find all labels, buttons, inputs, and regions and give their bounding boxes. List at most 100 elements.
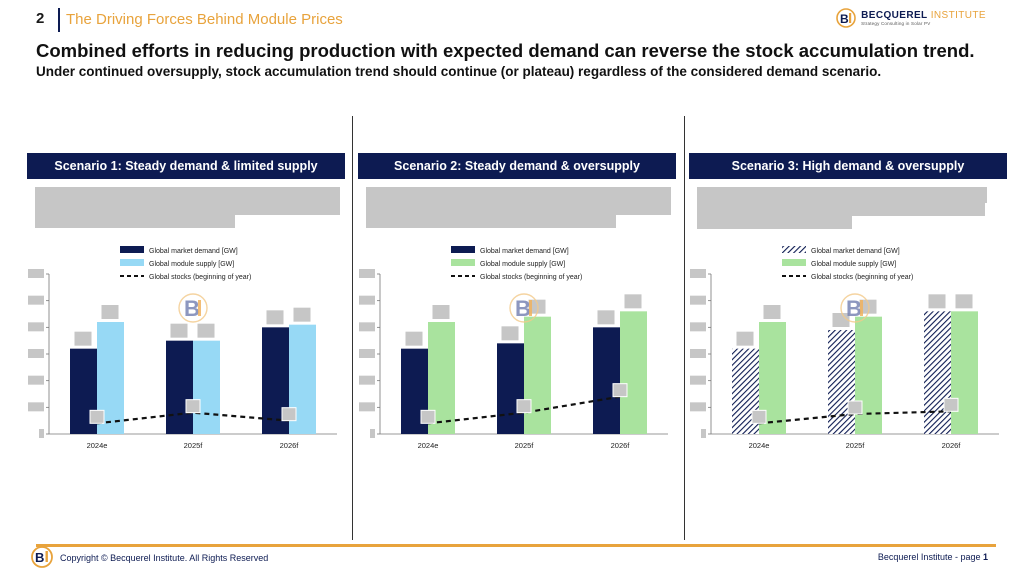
redacted-point-label: [89, 409, 105, 424]
redacted-y-tick-label: [690, 349, 706, 358]
redacted-y-tick-label: [701, 429, 706, 438]
svg-text:B: B: [840, 12, 849, 26]
bar-supply: [951, 311, 978, 434]
redacted-point-label: [420, 409, 436, 424]
legend-swatch-1: [782, 246, 806, 253]
redacted-bar-label: [170, 323, 188, 338]
bar-demand: [828, 330, 855, 434]
redacted-y-tick-label: [28, 402, 44, 412]
legend-swatch-1: [120, 246, 144, 253]
scenario-panel-2: Scenario 2: Steady demand & oversupply G…: [358, 150, 676, 450]
redacted-bar-label: [432, 305, 450, 319]
x-tick-label: 2025f: [846, 441, 866, 450]
page-number: Becquerel Institute - page 1: [877, 552, 988, 562]
logo-wordmark: BECQUEREL INSTITUTE: [861, 10, 986, 21]
redacted-text-block: [697, 200, 985, 216]
redacted-point-label: [847, 400, 863, 415]
redacted-text-block: [697, 213, 852, 229]
redacted-bar-label: [266, 310, 284, 325]
logo-tagline: Strategy Consulting in Solar PV: [861, 21, 931, 26]
redacted-y-tick-label: [690, 402, 706, 412]
legend-swatch-2: [451, 259, 475, 266]
redacted-point-label: [185, 399, 201, 414]
bar-demand: [166, 340, 193, 434]
section-title: The Driving Forces Behind Module Prices: [66, 11, 343, 28]
scenario-chart-3: Global market demand [GW] Global module s…: [690, 246, 999, 450]
scenario-panel-1: Scenario 1: Steady demand & limited supp…: [27, 150, 345, 450]
redacted-y-tick-label: [690, 375, 706, 385]
redacted-bar-label: [928, 294, 946, 309]
redacted-y-tick-label: [28, 295, 44, 305]
watermark-ring: [178, 293, 208, 323]
redacted-y-tick-label: [28, 269, 44, 278]
watermark-logo-icon: B: [184, 296, 200, 321]
legend-label-3: Global stocks (beginning of year): [811, 274, 913, 281]
x-tick-label: 2024e: [87, 441, 108, 450]
redacted-y-tick-label: [359, 349, 375, 358]
legend-label-3: Global stocks (beginning of year): [149, 274, 251, 281]
scenario-chart-1: Global market demand [GW] Global module s…: [28, 246, 337, 450]
watermark-ring: [509, 293, 539, 323]
redacted-bar-label: [763, 305, 781, 319]
legend-label-2: Global module supply [GW]: [811, 261, 896, 268]
watermark-bar: [860, 300, 863, 316]
watermark-bar: [529, 300, 532, 316]
redacted-bar-label: [501, 326, 519, 341]
scenario-header-2: Scenario 2: Steady demand & oversupply: [358, 153, 676, 179]
redacted-y-tick-label: [359, 375, 375, 385]
x-tick-label: 2025f: [515, 441, 535, 450]
legend-swatch-2: [120, 259, 144, 266]
redacted-bar-label: [736, 331, 754, 346]
slide-number: 2: [36, 10, 45, 27]
legend-label-1: Global market demand [GW]: [149, 248, 238, 255]
redacted-point-label: [612, 383, 628, 398]
watermark-bar: [198, 300, 201, 316]
footer-logo-icon: B: [31, 546, 53, 568]
redacted-y-tick-label: [39, 429, 44, 438]
redacted-y-tick-label: [690, 295, 706, 305]
scenario-header-3: Scenario 3: High demand & oversupply: [689, 153, 1007, 179]
redacted-y-tick-label: [359, 402, 375, 412]
redacted-bar-label: [74, 331, 92, 346]
redacted-bar-label: [197, 323, 215, 338]
redacted-y-tick-label: [690, 269, 706, 278]
bar-demand: [497, 343, 524, 434]
x-tick-label: 2026f: [280, 441, 300, 450]
bar-demand: [924, 311, 951, 434]
page-subheadline: Under continued oversupply, stock accumu…: [36, 64, 882, 79]
redacted-text-block: [366, 187, 671, 215]
scenario-chart-2: Global market demand [GW] Global module s…: [359, 246, 668, 450]
redacted-y-tick-label: [359, 295, 375, 305]
redacted-bar-label: [405, 331, 423, 346]
redacted-bar-label: [528, 299, 546, 314]
bar-supply: [193, 340, 220, 434]
redacted-bar-label: [624, 294, 642, 309]
redacted-text-block: [35, 212, 235, 228]
legend-label-1: Global market demand [GW]: [811, 248, 900, 255]
redacted-y-tick-label: [28, 349, 44, 358]
scenario-panel-3: Scenario 3: High demand & oversupply Glo…: [689, 150, 1007, 450]
scenario-header-1: Scenario 1: Steady demand & limited supp…: [27, 153, 345, 179]
redacted-point-label: [516, 399, 532, 414]
x-tick-label: 2024e: [418, 441, 439, 450]
copyright-text: Copyright © Becquerel Institute. All Rig…: [60, 553, 269, 563]
redacted-point-label: [281, 407, 297, 422]
legend-swatch-1: [451, 246, 475, 253]
redacted-point-label: [751, 409, 767, 424]
watermark-logo-icon: B: [515, 296, 531, 321]
redacted-text-block: [35, 187, 340, 215]
svg-text:B: B: [35, 550, 44, 565]
redacted-point-label: [943, 397, 959, 412]
x-tick-label: 2024e: [749, 441, 770, 450]
header-divider: [58, 8, 60, 32]
redacted-bar-label: [101, 305, 119, 319]
redacted-y-tick-label: [28, 375, 44, 385]
panel-separator-2: [684, 116, 685, 540]
redacted-y-tick-label: [359, 269, 375, 278]
redacted-text-block: [366, 212, 616, 228]
bar-demand: [593, 327, 620, 434]
redacted-text-block: [697, 187, 987, 203]
footer-rule: [36, 544, 996, 547]
brand-logo: B BECQUEREL INSTITUTE Strategy Consultin…: [836, 8, 986, 28]
x-tick-label: 2025f: [184, 441, 204, 450]
